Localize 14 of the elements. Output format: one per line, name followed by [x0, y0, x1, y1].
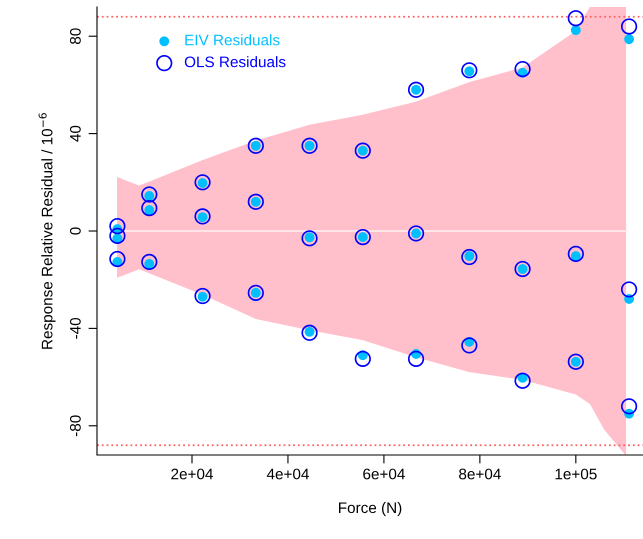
y-axis-title: Response Relative Residual / 10$^{−6}$	[38, 113, 56, 349]
x-tick-label: 4e+04	[266, 468, 309, 480]
x-axis-title: Force (N)	[339, 502, 402, 516]
y-tick-label: -40	[70, 318, 81, 339]
x-tick-label: 2e+04	[171, 468, 214, 480]
x-tick-label: 8e+04	[459, 468, 501, 480]
y-tick-label: 0	[70, 227, 81, 235]
y-tick-label: 40	[70, 126, 81, 142]
x-tick-label: 6e+04	[363, 468, 405, 480]
y-tick-label: -80	[70, 415, 81, 436]
x-tick-label: 1e+05	[556, 468, 597, 480]
legend-label: OLS Residuals	[184, 56, 286, 68]
y-tick-label: 80	[70, 28, 81, 44]
legend-label: EIV Residuals	[185, 34, 280, 46]
